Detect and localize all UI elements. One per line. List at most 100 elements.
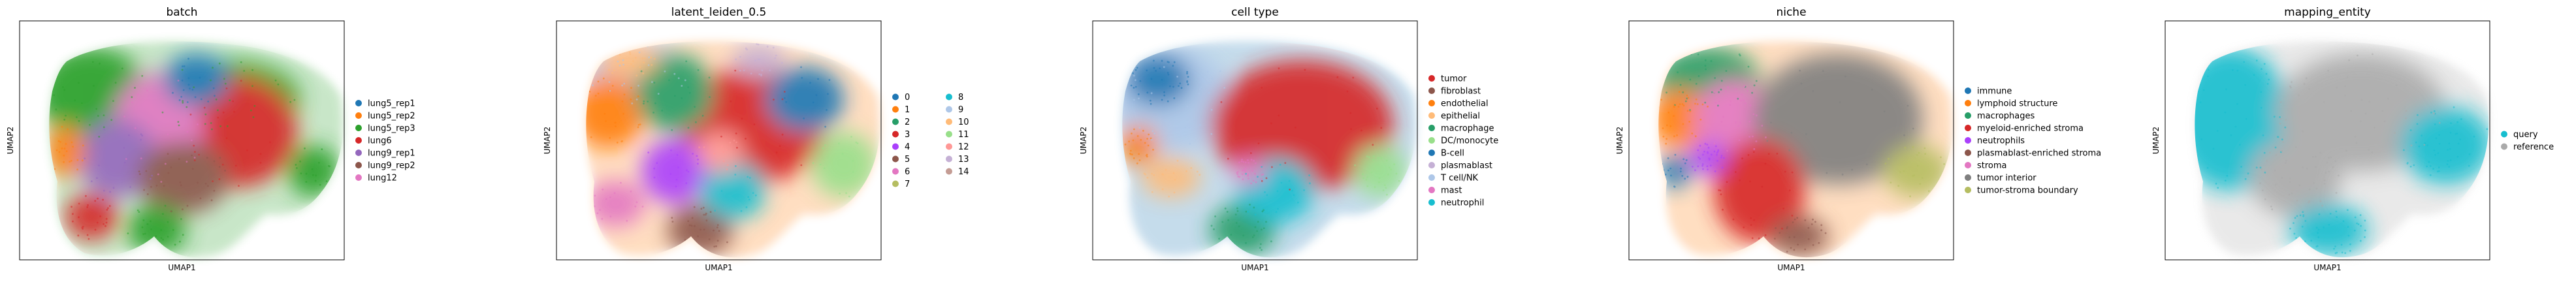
- data-point: [2487, 154, 2488, 156]
- data-point: [734, 165, 737, 167]
- data-point: [178, 99, 181, 101]
- data-point: [193, 144, 195, 147]
- legend-marker: [946, 118, 952, 125]
- data-point: [240, 61, 242, 63]
- data-point: [1851, 168, 1853, 171]
- data-point: [1702, 153, 1704, 156]
- data-point: [2410, 144, 2413, 147]
- data-point: [81, 159, 84, 162]
- legend-label: stroma: [1977, 161, 2007, 171]
- data-point: [623, 93, 626, 96]
- data-point: [2294, 217, 2296, 219]
- data-point: [756, 43, 758, 45]
- data-point: [2447, 160, 2449, 162]
- data-point: [82, 144, 84, 147]
- data-point: [594, 195, 596, 197]
- legend-label: plasmablast: [1441, 161, 1492, 171]
- data-point: [97, 115, 99, 117]
- data-point: [1261, 87, 1263, 89]
- data-point: [687, 127, 690, 129]
- data-point: [1227, 157, 1229, 160]
- legend-label: 10: [958, 118, 969, 127]
- data-point: [1912, 146, 1914, 148]
- data-point: [653, 176, 656, 179]
- data-point: [182, 65, 184, 67]
- data-point: [827, 93, 829, 95]
- data-point: [246, 149, 248, 151]
- data-point: [720, 135, 722, 138]
- data-point: [204, 113, 207, 116]
- data-point: [1199, 88, 1201, 90]
- data-point: [203, 106, 206, 109]
- data-point: [1883, 110, 1886, 113]
- data-point: [1254, 172, 1256, 175]
- data-point: [1786, 251, 1788, 253]
- data-point: [637, 123, 640, 126]
- data-point: [1172, 172, 1175, 174]
- x-axis-label: UMAP1: [1777, 263, 1805, 272]
- data-point: [760, 73, 762, 76]
- data-point: [2274, 146, 2277, 149]
- axes-frame: [2165, 20, 2490, 260]
- data-point: [2285, 119, 2287, 121]
- data-point: [2449, 148, 2451, 150]
- data-point: [1791, 171, 1794, 174]
- data-point: [1245, 242, 1247, 244]
- data-point: [1270, 240, 1272, 243]
- data-point: [1377, 157, 1379, 159]
- data-point: [2255, 59, 2258, 62]
- data-point: [2383, 120, 2386, 123]
- data-point: [2293, 232, 2296, 235]
- data-point: [694, 225, 696, 227]
- data-point: [824, 144, 826, 146]
- data-point: [812, 101, 814, 104]
- legend-marker: [355, 162, 362, 168]
- x-axis-label: UMAP1: [2313, 263, 2341, 272]
- legend-marker: [946, 131, 952, 138]
- legend-label: macrophages: [1977, 112, 2035, 121]
- data-point: [1255, 162, 1257, 165]
- data-point: [1265, 221, 1267, 223]
- data-point: [1138, 159, 1141, 161]
- data-point: [1826, 172, 1828, 174]
- data-point: [609, 196, 611, 198]
- data-point: [2314, 166, 2317, 168]
- data-point: [2344, 94, 2346, 97]
- data-point: [1699, 144, 1701, 147]
- data-point: [151, 174, 153, 177]
- data-point: [1664, 72, 1667, 74]
- data-point: [182, 234, 184, 236]
- data-point: [2364, 219, 2366, 222]
- data-point: [71, 206, 72, 208]
- data-point: [1137, 93, 1140, 95]
- data-point: [600, 60, 602, 63]
- data-point: [783, 91, 786, 93]
- data-point: [1707, 146, 1710, 149]
- data-point: [1812, 90, 1814, 92]
- data-point: [716, 240, 719, 242]
- data-point: [2473, 135, 2475, 138]
- data-point: [602, 77, 605, 80]
- data-point: [1187, 83, 1189, 86]
- data-point: [590, 209, 592, 211]
- data-point: [2231, 69, 2234, 71]
- data-point: [1221, 221, 1224, 223]
- data-point: [2364, 229, 2366, 232]
- data-point: [1208, 91, 1210, 94]
- data-point: [1150, 92, 1153, 95]
- data-point: [592, 57, 595, 59]
- data-point: [1244, 161, 1247, 164]
- data-point: [72, 220, 74, 223]
- data-point: [1686, 176, 1689, 178]
- data-point: [1790, 132, 1793, 134]
- data-point: [1384, 184, 1386, 186]
- data-point: [138, 170, 140, 172]
- legend-marker: [2501, 143, 2507, 150]
- data-point: [2217, 187, 2219, 189]
- data-point: [193, 157, 196, 159]
- cluster-region: [733, 44, 785, 76]
- data-point: [1366, 176, 1369, 178]
- data-point: [740, 210, 743, 212]
- data-point: [1138, 127, 1141, 129]
- data-point: [1382, 189, 1385, 191]
